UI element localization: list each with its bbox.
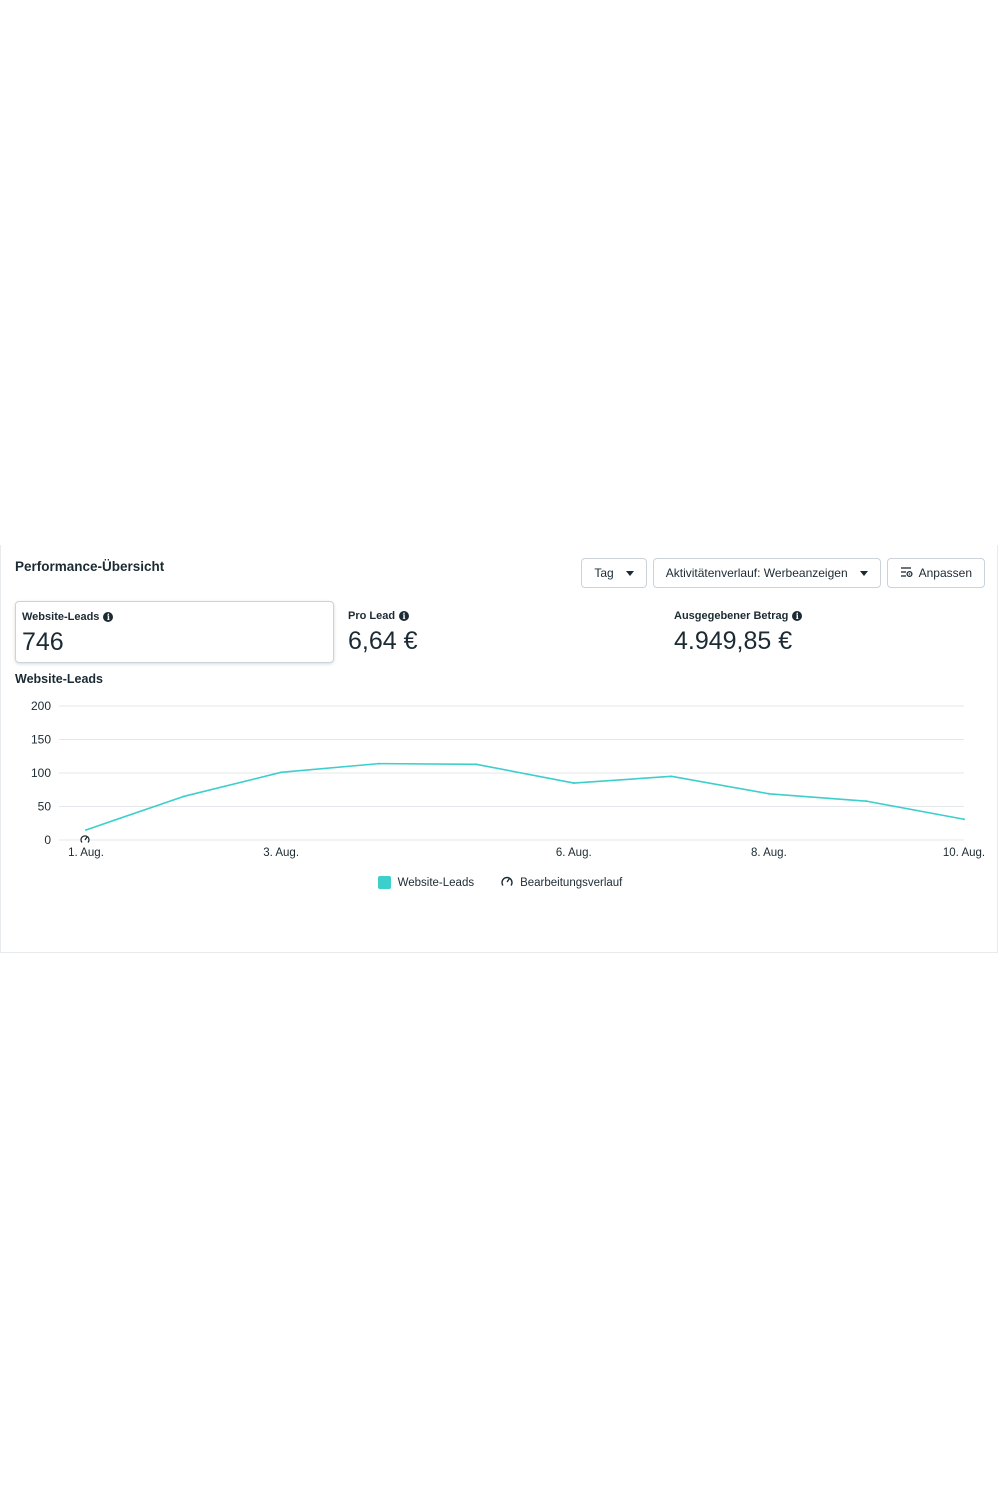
data-point (572, 782, 575, 785)
history-marker-icon[interactable] (80, 834, 90, 844)
info-icon[interactable]: i (399, 611, 410, 621)
page-title: Performance-Übersicht (15, 559, 165, 574)
metric-label: Pro Lead i (348, 610, 410, 622)
data-point (475, 763, 478, 766)
x-tick-label: 8. Aug. (751, 847, 787, 859)
metric-value: 746 (22, 628, 64, 656)
chart-legend: Website-Leads Bearbeitungsverlauf (1, 874, 999, 891)
sliders-settings-icon (900, 566, 913, 581)
data-point (767, 792, 770, 795)
gauge-history-icon (500, 874, 514, 891)
y-tick-label: 50 (38, 800, 52, 814)
metric-value: 6,64 € (348, 627, 418, 655)
y-tick-label: 100 (31, 766, 51, 780)
metric-label: Website-Leads i (22, 611, 114, 623)
caret-down-icon (625, 570, 634, 576)
data-point (280, 771, 283, 774)
metric-label: Ausgegebener Betrag i (674, 610, 803, 622)
y-tick-label: 200 (31, 699, 51, 713)
activity-history-dropdown[interactable]: Aktivitätenverlauf: Werbeanzeigen (652, 558, 881, 588)
caret-down-icon (859, 570, 868, 576)
legend-label: Bearbeitungsverlauf (520, 876, 623, 889)
series-line (85, 762, 965, 831)
metric-card-website-leads[interactable]: Website-Leads i 746 (15, 601, 334, 663)
metric-label-text: Pro Lead (348, 610, 396, 622)
day-dropdown[interactable]: Tag (581, 558, 647, 588)
x-tick-label: 1. Aug. (68, 847, 104, 859)
metric-card-pro-lead[interactable]: Pro Lead i 6,64 € (342, 601, 662, 663)
data-point (85, 828, 87, 831)
customize-button[interactable]: Anpassen (886, 558, 985, 588)
data-point (865, 800, 868, 803)
x-tick-label: 3. Aug. (263, 847, 299, 859)
activity-history-label: Aktivitätenverlauf: Werbeanzeigen (665, 566, 848, 580)
line-chart: 0 50 100 150 200 1. Aug. 3. Aug. 6. Aug. 8. Aug.… (31, 699, 985, 859)
day-dropdown-label: Tag (594, 566, 614, 580)
performance-overview-panel: Performance-Übersicht Tag Aktivitätenver… (0, 545, 998, 953)
info-icon[interactable]: i (103, 612, 114, 622)
chart-title: Website-Leads (15, 672, 103, 686)
metric-value: 4.949,85 € (674, 627, 793, 655)
y-tick-label: 0 (44, 833, 51, 847)
data-point (963, 818, 965, 821)
data-point (377, 762, 380, 765)
metric-card-spent-amount[interactable]: Ausgegebener Betrag i 4.949,85 € (668, 601, 988, 663)
x-tick-label: 10. Aug. (943, 847, 985, 859)
metric-label-text: Website-Leads (22, 611, 100, 623)
customize-label: Anpassen (918, 566, 972, 580)
legend-label: Website-Leads (397, 876, 475, 889)
legend-swatch (377, 876, 391, 889)
legend-item-edit-history[interactable]: Bearbeitungsverlauf (500, 874, 622, 891)
info-icon[interactable]: i (792, 611, 803, 621)
toolbar: Tag Aktivitätenverlauf: Werbeanzeigen An… (581, 558, 985, 588)
y-tick-label: 150 (31, 733, 51, 747)
metric-label-text: Ausgegebener Betrag (674, 610, 789, 622)
x-tick-label: 6. Aug. (556, 847, 592, 859)
data-point (670, 775, 673, 778)
legend-item-website-leads[interactable]: Website-Leads (377, 874, 475, 891)
data-point (182, 795, 185, 798)
